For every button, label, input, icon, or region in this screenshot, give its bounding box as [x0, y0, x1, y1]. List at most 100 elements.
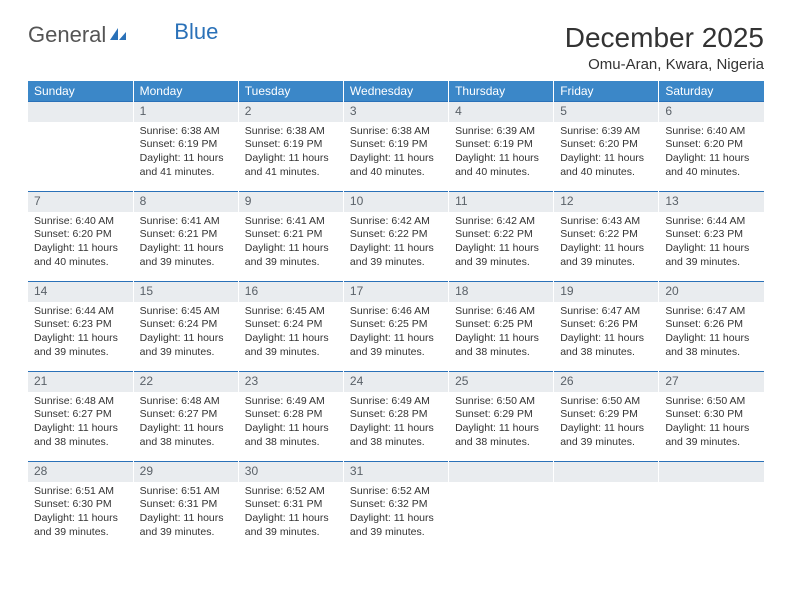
- day-content: Sunrise: 6:40 AMSunset: 6:20 PMDaylight:…: [659, 122, 764, 186]
- daylight-text: Daylight: 11 hours and 39 minutes.: [140, 242, 232, 269]
- day-number: 13: [659, 191, 764, 212]
- location-label: Omu-Aran, Kwara, Nigeria: [565, 56, 764, 73]
- day-number: 29: [134, 461, 238, 482]
- day-number: 31: [344, 461, 448, 482]
- calendar-day-cell: 25Sunrise: 6:50 AMSunset: 6:29 PMDayligh…: [449, 371, 554, 461]
- calendar-day-cell: 24Sunrise: 6:49 AMSunset: 6:28 PMDayligh…: [343, 371, 448, 461]
- sunset-text: Sunset: 6:20 PM: [665, 138, 758, 152]
- day-number: 24: [344, 371, 448, 392]
- day-number: 3: [344, 101, 448, 122]
- day-content: Sunrise: 6:41 AMSunset: 6:21 PMDaylight:…: [134, 212, 238, 276]
- daylight-text: Daylight: 11 hours and 39 minutes.: [350, 512, 442, 539]
- daylight-text: Daylight: 11 hours and 39 minutes.: [34, 512, 127, 539]
- day-content: Sunrise: 6:51 AMSunset: 6:31 PMDaylight:…: [134, 482, 238, 546]
- calendar-day-cell: 13Sunrise: 6:44 AMSunset: 6:23 PMDayligh…: [659, 191, 764, 281]
- day-content: Sunrise: 6:42 AMSunset: 6:22 PMDaylight:…: [449, 212, 553, 276]
- sunrise-text: Sunrise: 6:44 AM: [665, 215, 758, 229]
- calendar-day-cell: 12Sunrise: 6:43 AMSunset: 6:22 PMDayligh…: [554, 191, 659, 281]
- logo-text-2: Blue: [174, 19, 218, 45]
- sunset-text: Sunset: 6:28 PM: [245, 408, 337, 422]
- day-content: Sunrise: 6:45 AMSunset: 6:24 PMDaylight:…: [239, 302, 343, 366]
- day-number: 18: [449, 281, 553, 302]
- weekday-tuesday: Tuesday: [238, 81, 343, 101]
- sunset-text: Sunset: 6:21 PM: [245, 228, 337, 242]
- sunrise-text: Sunrise: 6:43 AM: [560, 215, 652, 229]
- sunrise-text: Sunrise: 6:47 AM: [665, 305, 758, 319]
- sunset-text: Sunset: 6:22 PM: [350, 228, 442, 242]
- sunset-text: Sunset: 6:31 PM: [245, 498, 337, 512]
- day-number: 7: [28, 191, 133, 212]
- weekday-friday: Friday: [554, 81, 659, 101]
- sunrise-text: Sunrise: 6:46 AM: [455, 305, 547, 319]
- daylight-text: Daylight: 11 hours and 39 minutes.: [245, 242, 337, 269]
- day-number: 15: [134, 281, 238, 302]
- daylight-text: Daylight: 11 hours and 38 minutes.: [560, 332, 652, 359]
- day-number: 8: [134, 191, 238, 212]
- daylight-text: Daylight: 11 hours and 38 minutes.: [140, 422, 232, 449]
- day-number: 16: [239, 281, 343, 302]
- day-content: Sunrise: 6:47 AMSunset: 6:26 PMDaylight:…: [659, 302, 764, 366]
- sunset-text: Sunset: 6:26 PM: [560, 318, 652, 332]
- sunset-text: Sunset: 6:30 PM: [665, 408, 758, 422]
- sunset-text: Sunset: 6:27 PM: [34, 408, 127, 422]
- calendar-day-cell: 6Sunrise: 6:40 AMSunset: 6:20 PMDaylight…: [659, 101, 764, 191]
- day-content: Sunrise: 6:49 AMSunset: 6:28 PMDaylight:…: [344, 392, 448, 456]
- daylight-text: Daylight: 11 hours and 38 minutes.: [34, 422, 127, 449]
- day-number: 19: [554, 281, 658, 302]
- calendar-day-cell: 8Sunrise: 6:41 AMSunset: 6:21 PMDaylight…: [133, 191, 238, 281]
- calendar-day-cell: 21Sunrise: 6:48 AMSunset: 6:27 PMDayligh…: [28, 371, 133, 461]
- sunrise-text: Sunrise: 6:38 AM: [140, 125, 232, 139]
- day-content: Sunrise: 6:46 AMSunset: 6:25 PMDaylight:…: [449, 302, 553, 366]
- daylight-text: Daylight: 11 hours and 40 minutes.: [34, 242, 127, 269]
- calendar-day-cell: [659, 461, 764, 551]
- calendar-week-row: 21Sunrise: 6:48 AMSunset: 6:27 PMDayligh…: [28, 371, 764, 461]
- weekday-saturday: Saturday: [659, 81, 764, 101]
- sunrise-text: Sunrise: 6:46 AM: [350, 305, 442, 319]
- daylight-text: Daylight: 11 hours and 39 minutes.: [560, 422, 652, 449]
- day-content: Sunrise: 6:44 AMSunset: 6:23 PMDaylight:…: [659, 212, 764, 276]
- day-content: Sunrise: 6:48 AMSunset: 6:27 PMDaylight:…: [134, 392, 238, 456]
- calendar-day-cell: 23Sunrise: 6:49 AMSunset: 6:28 PMDayligh…: [238, 371, 343, 461]
- day-number: 28: [28, 461, 133, 482]
- sunset-text: Sunset: 6:19 PM: [350, 138, 442, 152]
- calendar-day-cell: 30Sunrise: 6:52 AMSunset: 6:31 PMDayligh…: [238, 461, 343, 551]
- sunset-text: Sunset: 6:28 PM: [350, 408, 442, 422]
- daylight-text: Daylight: 11 hours and 39 minutes.: [34, 332, 127, 359]
- sunrise-text: Sunrise: 6:50 AM: [560, 395, 652, 409]
- weekday-wednesday: Wednesday: [343, 81, 448, 101]
- sunset-text: Sunset: 6:19 PM: [455, 138, 547, 152]
- calendar-day-cell: [554, 461, 659, 551]
- calendar-week-row: 28Sunrise: 6:51 AMSunset: 6:30 PMDayligh…: [28, 461, 764, 551]
- sunrise-text: Sunrise: 6:45 AM: [140, 305, 232, 319]
- day-number: 2: [239, 101, 343, 122]
- calendar-day-cell: 9Sunrise: 6:41 AMSunset: 6:21 PMDaylight…: [238, 191, 343, 281]
- calendar-day-cell: 14Sunrise: 6:44 AMSunset: 6:23 PMDayligh…: [28, 281, 133, 371]
- day-number: 5: [554, 101, 658, 122]
- sunset-text: Sunset: 6:20 PM: [34, 228, 127, 242]
- calendar-week-row: 14Sunrise: 6:44 AMSunset: 6:23 PMDayligh…: [28, 281, 764, 371]
- sunrise-text: Sunrise: 6:52 AM: [245, 485, 337, 499]
- daylight-text: Daylight: 11 hours and 39 minutes.: [560, 242, 652, 269]
- calendar-day-cell: 19Sunrise: 6:47 AMSunset: 6:26 PMDayligh…: [554, 281, 659, 371]
- daylight-text: Daylight: 11 hours and 38 minutes.: [455, 332, 547, 359]
- sunset-text: Sunset: 6:29 PM: [560, 408, 652, 422]
- weekday-thursday: Thursday: [449, 81, 554, 101]
- sunrise-text: Sunrise: 6:39 AM: [455, 125, 547, 139]
- sunset-text: Sunset: 6:24 PM: [140, 318, 232, 332]
- sunrise-text: Sunrise: 6:40 AM: [34, 215, 127, 229]
- daylight-text: Daylight: 11 hours and 40 minutes.: [455, 152, 547, 179]
- logo: General Blue: [28, 22, 218, 48]
- day-number: 20: [659, 281, 764, 302]
- daylight-text: Daylight: 11 hours and 41 minutes.: [140, 152, 232, 179]
- day-number: 1: [134, 101, 238, 122]
- sunset-text: Sunset: 6:23 PM: [34, 318, 127, 332]
- calendar-day-cell: 2Sunrise: 6:38 AMSunset: 6:19 PMDaylight…: [238, 101, 343, 191]
- sunrise-text: Sunrise: 6:41 AM: [140, 215, 232, 229]
- sunset-text: Sunset: 6:26 PM: [665, 318, 758, 332]
- daylight-text: Daylight: 11 hours and 39 minutes.: [350, 242, 442, 269]
- daylight-text: Daylight: 11 hours and 39 minutes.: [350, 332, 442, 359]
- sunrise-text: Sunrise: 6:48 AM: [34, 395, 127, 409]
- day-content: Sunrise: 6:43 AMSunset: 6:22 PMDaylight:…: [554, 212, 658, 276]
- sunrise-text: Sunrise: 6:42 AM: [455, 215, 547, 229]
- header: General Blue December 2025 Omu-Aran, Kwa…: [28, 22, 764, 73]
